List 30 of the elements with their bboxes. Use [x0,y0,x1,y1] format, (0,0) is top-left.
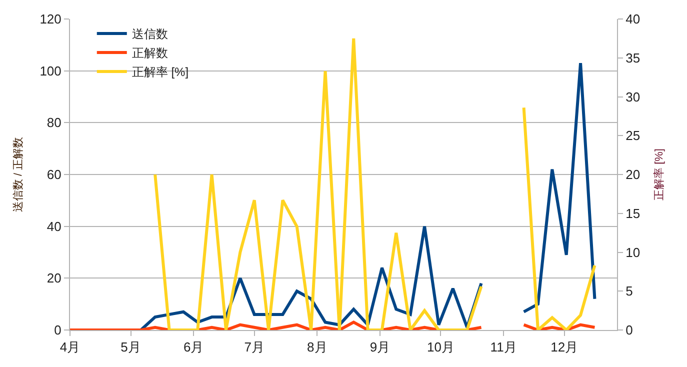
y-tick-label: 40 [46,218,62,234]
x-tick-label: 9月 [370,340,390,355]
y2-tick-label: 10 [626,244,640,260]
y2-tick-label: 35 [626,50,640,66]
x-tick-label: 10月 [427,340,454,355]
y-tick-label: 100 [40,63,62,78]
y-axis-title: 送信数 / 正解数 [12,136,24,212]
x-tick-label: 5月 [120,340,141,355]
y-tick-label: 60 [46,167,62,182]
y2-tick-label: 30 [626,89,640,104]
legend-label: 送信数 [132,27,168,42]
y2-tick-label: 25 [626,128,640,144]
x-tick-label: 7月 [244,340,264,355]
y-tick-label: 80 [46,115,62,130]
y2-tick-label: 40 [626,12,640,27]
y2-tick-label: 5 [626,284,633,299]
x-tick-label: 4月 [60,340,80,355]
x-tick-label: 11月 [490,340,517,355]
x-tick-label: 8月 [307,340,328,355]
x-tick-label: 12月 [550,340,578,355]
y2-tick-label: 0 [626,322,633,338]
legend-label: 正解率 [%] [132,65,189,80]
y-tick-label: 120 [40,12,62,27]
legend-label: 正解数 [132,46,168,60]
y-tick-label: 0 [54,322,62,338]
y2-axis-title: 正解率 [%] [652,148,666,200]
y2-tick-label: 15 [626,206,640,221]
y2-tick-label: 20 [626,167,640,182]
x-tick-label: 6月 [183,340,204,355]
y-tick-label: 20 [46,270,62,286]
